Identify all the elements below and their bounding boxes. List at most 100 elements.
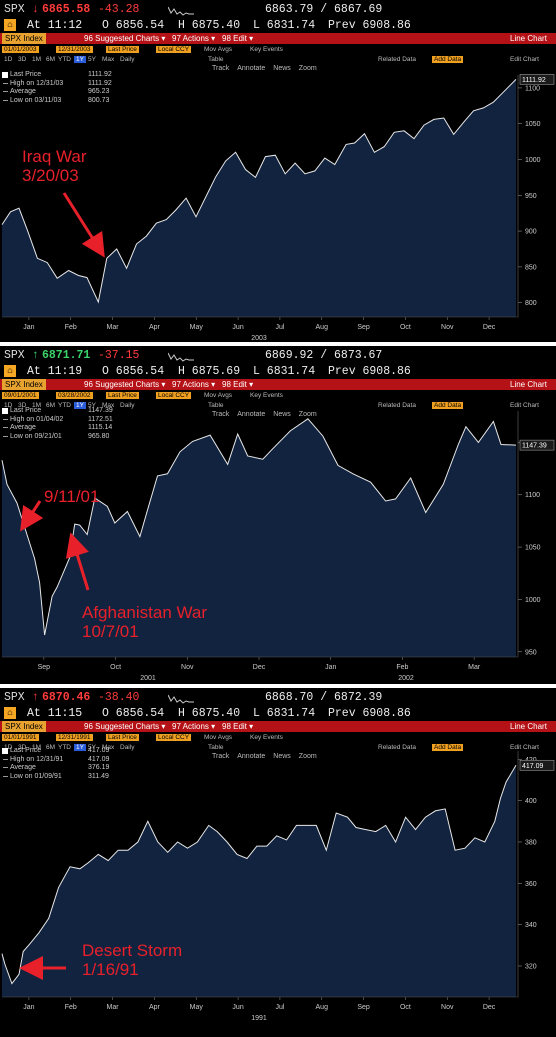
tool-annotate[interactable]: Annotate: [237, 65, 266, 72]
field-selector[interactable]: Last Price: [106, 46, 139, 53]
net-change: -37.15: [98, 349, 140, 362]
frequency-selector[interactable]: Daily: [120, 402, 135, 409]
edit-menu[interactable]: 98 Edit ▾: [222, 34, 254, 43]
period-button-6m[interactable]: 6M: [46, 744, 56, 751]
legend-dash-icon: [3, 435, 8, 437]
tool-news[interactable]: News: [273, 753, 291, 760]
period-button-1d[interactable]: 1D: [4, 402, 13, 409]
moving-averages-toggle[interactable]: Mov Avgs: [204, 392, 233, 399]
period-button-1d[interactable]: 1D: [4, 56, 13, 63]
period-button-max[interactable]: Max: [102, 744, 115, 751]
period-button-3d[interactable]: 3D: [18, 744, 27, 751]
key-events-toggle[interactable]: Key Events: [250, 392, 283, 399]
period-button-5y[interactable]: 5Y: [88, 744, 96, 751]
add-data-field[interactable]: Add Data: [432, 402, 464, 409]
end-date-field[interactable]: 12/31/1991: [56, 734, 93, 741]
period-button-5y[interactable]: 5Y: [88, 402, 96, 409]
period-button-1y[interactable]: 1Y: [74, 56, 86, 63]
security-field[interactable]: SPX Index: [2, 721, 46, 732]
period-button-1m[interactable]: 1M: [32, 402, 42, 409]
end-date-field[interactable]: 03/28/2002: [56, 392, 93, 399]
period-button-max[interactable]: Max: [102, 402, 115, 409]
ticker-symbol: SPX: [4, 691, 25, 704]
key-events-toggle[interactable]: Key Events: [250, 734, 283, 741]
start-date-field[interactable]: 01/01/1991: [2, 734, 39, 741]
period-button-6m[interactable]: 6M: [46, 402, 56, 409]
related-data-menu[interactable]: Related Data: [378, 402, 416, 409]
period-button-ytd[interactable]: YTD: [58, 402, 71, 409]
period-button-5y[interactable]: 5Y: [88, 56, 96, 63]
actions-menu[interactable]: 97 Actions ▾: [172, 34, 216, 43]
currency-selector[interactable]: Local CCY: [156, 392, 192, 399]
tool-news[interactable]: News: [273, 65, 291, 72]
tool-news[interactable]: News: [273, 411, 291, 418]
period-button-3d[interactable]: 3D: [18, 56, 27, 63]
edit-chart-button[interactable]: Edit Chart: [510, 402, 539, 409]
quote-time: At 11:19: [27, 365, 83, 378]
frequency-selector[interactable]: Daily: [120, 744, 135, 751]
edit-menu[interactable]: 98 Edit ▾: [222, 722, 254, 731]
chart-type-label: Line Chart: [510, 722, 547, 731]
tool-zoom[interactable]: Zoom: [298, 753, 317, 760]
start-date-field[interactable]: 01/01/2003: [2, 46, 39, 53]
field-selector[interactable]: Last Price: [106, 734, 139, 741]
field-selector[interactable]: Last Price: [106, 392, 139, 399]
period-button-ytd[interactable]: YTD: [58, 744, 71, 751]
legend-dash-icon: [3, 758, 8, 760]
tool-track[interactable]: Track: [212, 65, 230, 72]
security-field[interactable]: SPX Index: [2, 33, 46, 44]
related-data-menu[interactable]: Related Data: [378, 744, 416, 751]
suggested-charts-menu[interactable]: 96 Suggested Charts ▾: [84, 34, 166, 43]
edit-chart-button[interactable]: Edit Chart: [510, 744, 539, 751]
related-data-menu[interactable]: Related Data: [378, 56, 416, 63]
tool-zoom[interactable]: Zoom: [298, 411, 317, 418]
add-data-field[interactable]: Add Data: [432, 56, 464, 63]
add-data-field[interactable]: Add Data: [432, 744, 464, 751]
x-tick-label: Sep: [357, 1004, 370, 1011]
moving-averages-toggle[interactable]: Mov Avgs: [204, 734, 233, 741]
key-events-toggle[interactable]: Key Events: [250, 46, 283, 53]
price-chart[interactable]: 320340360380400420417.09JanFebMarAprMayJ…: [0, 747, 556, 1037]
period-button-1y[interactable]: 1Y: [74, 744, 86, 751]
period-button-3d[interactable]: 3D: [18, 402, 27, 409]
series-swatch-icon: [2, 72, 8, 78]
period-button-1m[interactable]: 1M: [32, 56, 42, 63]
period-button-1d[interactable]: 1D: [4, 744, 13, 751]
period-button-1m[interactable]: 1M: [32, 744, 42, 751]
quote-time: At 11:15: [27, 707, 83, 720]
actions-menu[interactable]: 97 Actions ▾: [172, 380, 216, 389]
legend-value: 1115.14: [88, 424, 113, 431]
suggested-charts-menu[interactable]: 96 Suggested Charts ▾: [84, 380, 166, 389]
edit-chart-button[interactable]: Edit Chart: [510, 56, 539, 63]
suggested-charts-menu[interactable]: 96 Suggested Charts ▾: [84, 722, 166, 731]
currency-selector[interactable]: Local CCY: [156, 46, 192, 53]
tool-annotate[interactable]: Annotate: [237, 753, 266, 760]
legend-label: High on 12/31/03: [10, 79, 64, 87]
x-tick-label: Jun: [232, 1004, 243, 1011]
table-view-button[interactable]: Table: [208, 56, 224, 63]
table-view-button[interactable]: Table: [208, 744, 224, 751]
frequency-selector[interactable]: Daily: [120, 56, 135, 63]
moving-averages-toggle[interactable]: Mov Avgs: [204, 46, 233, 53]
tool-track[interactable]: Track: [212, 753, 230, 760]
end-date-field[interactable]: 12/31/2003: [56, 46, 93, 53]
actions-menu[interactable]: 97 Actions ▾: [172, 722, 216, 731]
period-button-ytd[interactable]: YTD: [58, 56, 71, 63]
tool-annotate[interactable]: Annotate: [237, 411, 266, 418]
period-button-max[interactable]: Max: [102, 56, 115, 63]
edit-menu[interactable]: 98 Edit ▾: [222, 380, 254, 389]
tool-zoom[interactable]: Zoom: [298, 65, 317, 72]
x-tick-label: Feb: [65, 1004, 77, 1011]
start-date-field[interactable]: 09/01/2001: [2, 392, 39, 399]
tool-track[interactable]: Track: [212, 411, 230, 418]
currency-selector[interactable]: Local CCY: [156, 734, 192, 741]
x-tick-label: Nov: [441, 324, 454, 331]
legend-row: Average 965.23: [3, 88, 120, 97]
period-button-1y[interactable]: 1Y: [74, 402, 86, 409]
price-chart[interactable]: 95010001050110011501147.39SepOctNovDecJa…: [0, 407, 556, 697]
table-view-button[interactable]: Table: [208, 402, 224, 409]
security-field[interactable]: SPX Index: [2, 379, 46, 390]
period-button-6m[interactable]: 6M: [46, 56, 56, 63]
previous-close: Prev 6908.86: [328, 707, 411, 720]
